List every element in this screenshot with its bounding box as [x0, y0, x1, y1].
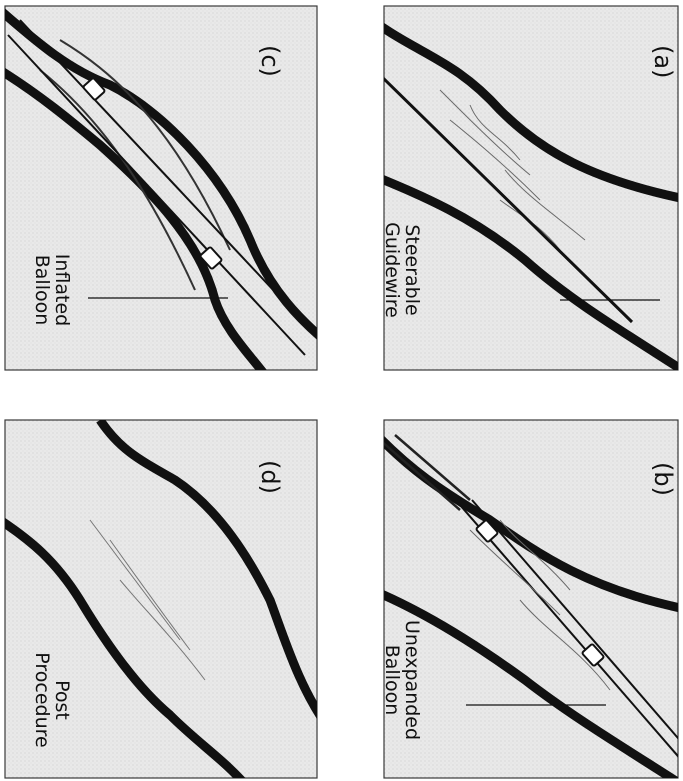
- panel-b-label-line2: Balloon: [381, 645, 403, 716]
- plaque-texture: [89, 519, 206, 681]
- panel-a-label-line1: Steerable: [401, 224, 423, 315]
- panel-a-label-line2: Guidewire: [381, 222, 403, 318]
- balloon-marker-1: [475, 519, 499, 543]
- panel-b-letter: (b): [649, 462, 677, 496]
- vessel-wall-lower: [384, 590, 678, 778]
- vessel-wall-lower: [5, 517, 246, 778]
- vessel-wall-upper: [384, 22, 678, 203]
- catheter-shaft-1: [459, 504, 678, 758]
- panel-b: (b) Unexpanded Balloon: [381, 419, 679, 779]
- panel-d: (d) Post Procedure: [4, 419, 318, 779]
- panel-c-label-line2: Balloon: [31, 255, 53, 326]
- catheter-sheath: [384, 434, 471, 511]
- panel-a-letter: (a): [649, 45, 677, 78]
- panel-c-frame: [4, 5, 318, 371]
- panel-c: (c) Inflated Balloon: [4, 5, 318, 371]
- panel-d-letter: (d): [256, 460, 284, 494]
- plaque-texture: [469, 519, 611, 691]
- balloon-marker-2: [199, 246, 223, 270]
- panel-a: (a) Steerable Guidewire: [381, 5, 679, 371]
- panel-d-label-line2: Procedure: [31, 652, 53, 747]
- panel-d-label-line1: Post: [51, 680, 73, 720]
- balloon-marker-1: [82, 77, 106, 101]
- panel-c-label-line1: Inflated: [51, 254, 73, 326]
- vessel-wall-lower: [5, 67, 267, 370]
- vessel-wall-upper: [5, 8, 317, 340]
- vessel-wall-lower: [384, 175, 678, 370]
- balloon-marker-2: [581, 643, 605, 667]
- catheter-shaft-2: [7, 34, 306, 356]
- guidewire: [384, 76, 634, 324]
- panel-c-letter: (c): [256, 45, 284, 77]
- vessel-wall-upper: [96, 420, 317, 720]
- plaque-texture: [439, 89, 586, 251]
- panel-b-label-line1: Unexpanded: [401, 620, 423, 740]
- catheter-shaft-2: [471, 499, 678, 740]
- catheter-shaft-1: [19, 19, 317, 339]
